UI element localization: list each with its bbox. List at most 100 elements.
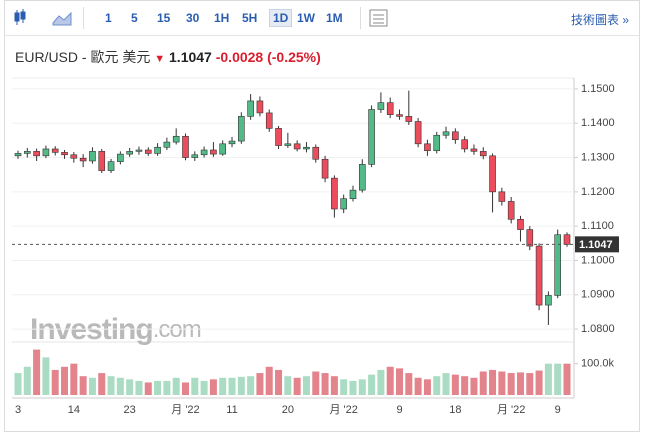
y-tick-label: 1.1400 (581, 117, 615, 129)
volume-bar (209, 379, 217, 395)
y-tick-label: 1.1000 (581, 254, 615, 266)
candle-body (154, 146, 161, 154)
candle-body (98, 151, 106, 171)
last-price-tag (575, 236, 619, 253)
candle-body (51, 148, 59, 153)
volume-bar (23, 366, 31, 395)
volume-bar (191, 377, 199, 395)
candle-body (135, 149, 143, 152)
candle-body (452, 131, 459, 140)
x-tick-label: 9 (555, 404, 561, 416)
interval-button[interactable]: 1H (214, 11, 230, 25)
y-tick-label: 1.1100 (581, 220, 614, 232)
volume-tick-label: 100.0k (581, 358, 615, 370)
candle-body (479, 151, 487, 157)
interval-button[interactable]: 1W (297, 11, 315, 25)
candle-body (554, 234, 561, 296)
technical-chart-link[interactable]: 技術圖表 » (570, 13, 629, 27)
volume-bar (489, 369, 497, 395)
candle-body (526, 229, 534, 247)
volume-bar (423, 379, 431, 395)
candle-body (144, 149, 152, 154)
x-tick-label: 14 (68, 404, 80, 416)
volume-bar (507, 373, 515, 395)
volume-bar (247, 376, 255, 395)
indicator-icon[interactable] (369, 9, 389, 29)
volume-bar (451, 374, 459, 395)
volume-bar (293, 377, 301, 395)
volume-bar (107, 376, 115, 395)
volume-bar (51, 369, 59, 395)
volume-bar (163, 380, 171, 395)
volume-bar (516, 372, 524, 395)
volume-bar (330, 376, 338, 395)
candle-body (61, 152, 68, 156)
separator (360, 7, 361, 29)
candle-body (70, 154, 78, 159)
candle-body (182, 135, 189, 158)
candle-body (79, 157, 87, 162)
volume-bar (526, 373, 534, 395)
candle-body (433, 134, 441, 151)
interval-button[interactable]: 5 (131, 11, 138, 25)
interval-button[interactable]: 30 (186, 11, 200, 25)
interval-button[interactable]: 15 (157, 11, 171, 25)
candle-body (117, 153, 124, 162)
candle-body (275, 128, 282, 146)
candle-body (219, 143, 227, 155)
volume-bar (172, 377, 180, 395)
volume-bar (116, 377, 124, 395)
candle-body (507, 201, 515, 220)
volume-bar (396, 368, 404, 395)
volume-bar (470, 377, 478, 395)
change: -0.0028 (215, 49, 264, 65)
candle-body (377, 102, 385, 110)
volume-bar (256, 373, 264, 395)
pair-title: EUR/USD - 歐元 美元 (15, 49, 151, 65)
volume-bar (414, 377, 422, 395)
volume-bar (377, 369, 385, 395)
quote-header: EUR/USD - 歐元 美元 ▼ 1.1047 -0.0028 (-0.25%… (15, 47, 321, 67)
x-tick-label: 20 (282, 404, 294, 416)
volume-bar (498, 371, 506, 395)
volume-bar (135, 380, 143, 395)
volume-bar (154, 380, 162, 395)
interval-button[interactable]: 1M (326, 11, 343, 25)
chart-widget: 1 5 15 30 1H 5H 1D 1W 1M 技術圖表 » EUR/USD - 歐元 美元 … (4, 0, 640, 432)
x-tick-label: 月 '22 (497, 404, 525, 416)
candle-body (33, 151, 40, 157)
area-icon (52, 11, 72, 26)
candle-body (284, 143, 292, 146)
interval-button[interactable]: 5H (242, 11, 258, 25)
volume-bar (275, 369, 283, 395)
interval-button[interactable]: 1D (269, 9, 293, 27)
candle-body (517, 218, 524, 230)
volume-bar (405, 373, 413, 395)
candle-body (563, 234, 571, 245)
last-price-label: 1.1047 (579, 239, 613, 251)
volume-bar (312, 371, 320, 395)
x-tick-label: 11 (226, 404, 237, 416)
volume-bar (479, 371, 487, 395)
volume-bar (321, 373, 329, 395)
volume-bar (386, 366, 394, 395)
candle-body (331, 177, 338, 210)
candle-body (414, 121, 422, 145)
candle-icon (14, 9, 26, 25)
volume-bar (126, 379, 134, 395)
y-tick-label: 1.1300 (581, 151, 615, 163)
candle-body (340, 198, 347, 210)
candle-body (461, 139, 468, 150)
volume-bar (349, 380, 357, 395)
volume-bar (340, 379, 348, 395)
volume-bar (535, 370, 543, 395)
chart-type-icons (14, 9, 72, 26)
separator (83, 7, 84, 29)
interval-button[interactable]: 1 (105, 11, 112, 25)
change-pct: (-0.25%) (267, 49, 321, 65)
volume-bar (98, 373, 106, 395)
candle-body (172, 135, 180, 143)
candle-body (349, 189, 357, 200)
last-price: 1.1047 (169, 49, 212, 65)
